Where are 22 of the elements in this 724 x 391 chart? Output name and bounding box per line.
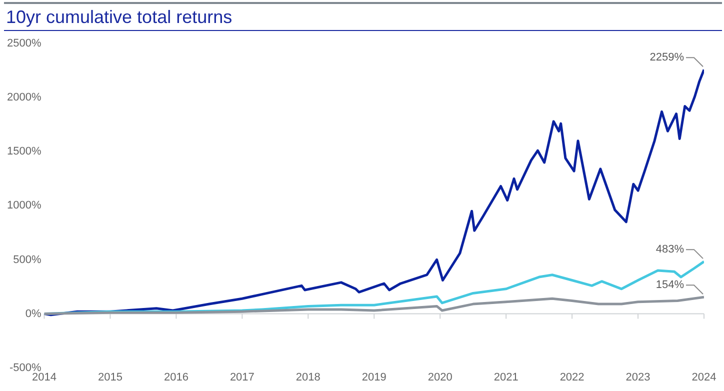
x-tick-label: 2017 — [230, 371, 254, 384]
x-tick-label: 2023 — [626, 371, 650, 384]
data-label: 154% — [656, 279, 684, 292]
x-tick-label: 2020 — [428, 371, 452, 384]
y-tick-label: 2000% — [6, 92, 42, 104]
y-tick-label: 2500% — [6, 38, 42, 50]
y-tick-label: 1500% — [6, 146, 42, 158]
data-label: 2259% — [650, 52, 684, 64]
x-tick-label: 2019 — [362, 371, 386, 384]
x-tick-label: 2014 — [32, 371, 56, 384]
chart-title: 10yr cumulative total returns — [4, 2, 722, 31]
y-tick-label: -500% — [9, 362, 42, 374]
x-tick-label: 2018 — [296, 371, 320, 384]
data-label: 483% — [656, 244, 684, 256]
x-tick-label: 2016 — [164, 371, 188, 384]
x-tick-label: 2015 — [98, 371, 122, 384]
y-tick-label: 0% — [25, 308, 42, 320]
x-tick-label: 2021 — [494, 371, 518, 384]
x-tick-label: 2024 — [692, 371, 716, 384]
y-tick-label: 500% — [13, 254, 42, 266]
y-tick-label: 1000% — [6, 200, 42, 212]
x-tick-label: 2022 — [560, 371, 584, 384]
